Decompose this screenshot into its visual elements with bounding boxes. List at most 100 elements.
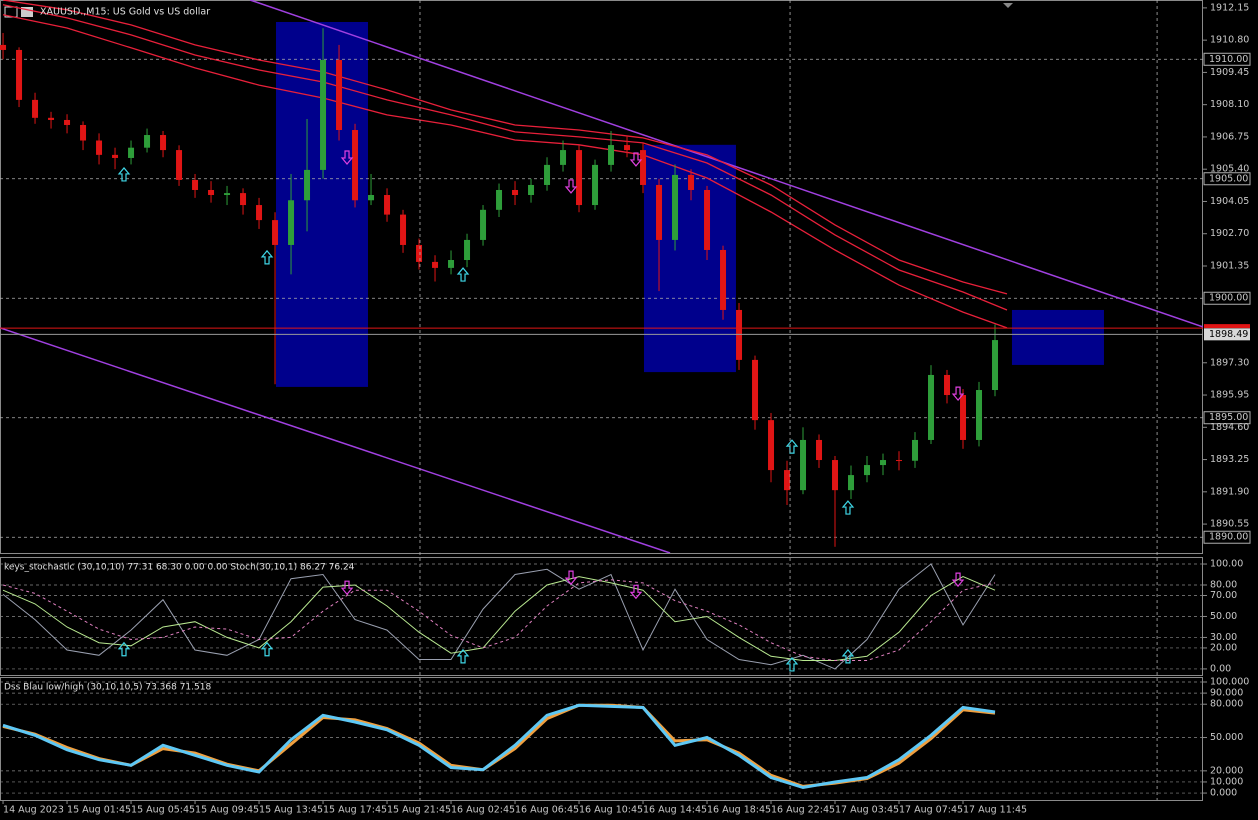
level-label: 1905.00 bbox=[1209, 173, 1248, 184]
signal-up-arrow bbox=[785, 439, 799, 454]
candle-body bbox=[640, 150, 647, 185]
trendline bbox=[0, 327, 671, 553]
moving-average bbox=[2, 14, 1008, 329]
candle-body bbox=[0, 44, 7, 50]
candle-body bbox=[592, 164, 599, 206]
y-tick-label: 1891.90 bbox=[1210, 486, 1249, 497]
candle-body bbox=[768, 420, 775, 471]
candle-body bbox=[224, 193, 231, 196]
candle-body bbox=[384, 195, 391, 215]
ask-marker bbox=[1204, 324, 1250, 329]
signal-down-arrow bbox=[629, 584, 643, 600]
plot-area bbox=[0, 0, 1203, 553]
candle-body bbox=[720, 249, 727, 310]
level-label-box bbox=[1203, 52, 1251, 66]
candle-body bbox=[896, 460, 903, 462]
plot-area bbox=[0, 681, 1203, 794]
x-tick-label: 16 Aug 10:45 bbox=[579, 805, 643, 816]
level-label-box bbox=[1203, 411, 1251, 425]
y-tick-label: 1910.80 bbox=[1210, 35, 1249, 46]
candle-body bbox=[944, 374, 951, 396]
y-tick-label: 1897.30 bbox=[1210, 357, 1249, 368]
indicator-title: Dss Blau low/high (30,10,10,5) 73.368 71… bbox=[4, 683, 211, 693]
y-tick-label: 90.000 bbox=[1210, 688, 1243, 699]
level-label: 1900.00 bbox=[1209, 293, 1248, 304]
y-tick-label: 1890.55 bbox=[1210, 519, 1249, 530]
candle-body bbox=[448, 260, 455, 268]
x-tick-label: 15 Aug 05:45 bbox=[131, 805, 195, 816]
y-tick-label: 80.00 bbox=[1210, 580, 1237, 591]
indicator-line bbox=[2, 579, 996, 661]
candle-body bbox=[832, 460, 839, 491]
indicator-title: keys_stochastic (30,10,10) 77.31 68.30 0… bbox=[4, 563, 355, 573]
signal-down-arrow bbox=[629, 152, 643, 167]
candle-body bbox=[704, 189, 711, 250]
candle-body bbox=[64, 119, 71, 125]
x-tick-label: 17 Aug 11:45 bbox=[963, 805, 1027, 816]
y-tick-label: 1904.05 bbox=[1210, 196, 1249, 207]
main-pane bbox=[0, 0, 1203, 554]
candle-body bbox=[976, 390, 983, 440]
candle-body bbox=[736, 309, 743, 360]
candle-body bbox=[688, 174, 695, 190]
chart-title: XAUUSD.,M15: US Gold vs US dollar bbox=[40, 7, 210, 18]
level-label-box bbox=[1203, 172, 1251, 186]
y-tick-label: 1906.75 bbox=[1210, 131, 1249, 142]
x-tick-label: 17 Aug 07:45 bbox=[899, 805, 963, 816]
signal-up-arrow bbox=[117, 641, 131, 657]
level-label: 1910.00 bbox=[1209, 54, 1248, 65]
candle-body bbox=[496, 189, 503, 210]
candle-body bbox=[336, 59, 343, 131]
signal-down-arrow bbox=[340, 150, 354, 165]
candle-body bbox=[800, 439, 807, 491]
x-tick-label: 15 Aug 01:45 bbox=[67, 805, 131, 816]
level-label: 1895.00 bbox=[1209, 412, 1248, 423]
candle-body bbox=[544, 164, 551, 185]
y-tick-label: 1893.25 bbox=[1210, 454, 1249, 465]
bid-label: 1898.49 bbox=[1209, 329, 1248, 340]
x-tick-label: 14 Aug 2023 bbox=[3, 805, 64, 816]
x-tick-label: 16 Aug 18:45 bbox=[707, 805, 771, 816]
y-tick-label: 100.00 bbox=[1210, 559, 1243, 570]
zone-box bbox=[1011, 309, 1104, 365]
x-tick-label: 16 Aug 22:45 bbox=[771, 805, 835, 816]
x-tick-label: 17 Aug 03:45 bbox=[835, 805, 899, 816]
signal-up-arrow bbox=[260, 249, 274, 265]
candle-body bbox=[416, 244, 423, 262]
level-label-box bbox=[1203, 530, 1251, 544]
candle-body bbox=[624, 145, 631, 151]
candle-body bbox=[16, 49, 23, 100]
candle-body bbox=[864, 465, 871, 476]
candle-body bbox=[112, 154, 119, 158]
candle-body bbox=[576, 150, 583, 206]
candle-body bbox=[912, 439, 919, 461]
bid-label-box bbox=[1204, 328, 1250, 341]
candle-body bbox=[144, 135, 151, 148]
x-tick-label: 15 Aug 09:45 bbox=[195, 805, 259, 816]
candle-body bbox=[272, 220, 279, 245]
candle-body bbox=[240, 193, 247, 206]
candle-body bbox=[400, 214, 407, 245]
candle-body bbox=[368, 195, 375, 201]
candle-body bbox=[32, 99, 39, 118]
candle-body bbox=[208, 189, 215, 196]
signal-down-arrow bbox=[951, 572, 965, 588]
signal-down-arrow bbox=[564, 179, 578, 194]
y-tick-label: 50.000 bbox=[1210, 732, 1243, 743]
signal-up-arrow bbox=[456, 267, 470, 282]
candle-body bbox=[752, 359, 759, 421]
level-label-box bbox=[1203, 291, 1251, 305]
candle-body bbox=[992, 340, 999, 391]
candle-body bbox=[672, 174, 679, 240]
y-tick-label: 80.000 bbox=[1210, 699, 1243, 710]
signal-up-arrow bbox=[456, 648, 470, 664]
candle-body bbox=[960, 395, 967, 440]
indicator-line bbox=[2, 703, 996, 790]
moving-average bbox=[2, 4, 1008, 311]
x-tick-label: 15 Aug 17:45 bbox=[323, 805, 387, 816]
y-tick-label: 1895.95 bbox=[1210, 390, 1249, 401]
indicator-line bbox=[2, 576, 996, 661]
x-tick-label: 15 Aug 13:45 bbox=[259, 805, 323, 816]
dss-pane bbox=[0, 677, 1203, 801]
